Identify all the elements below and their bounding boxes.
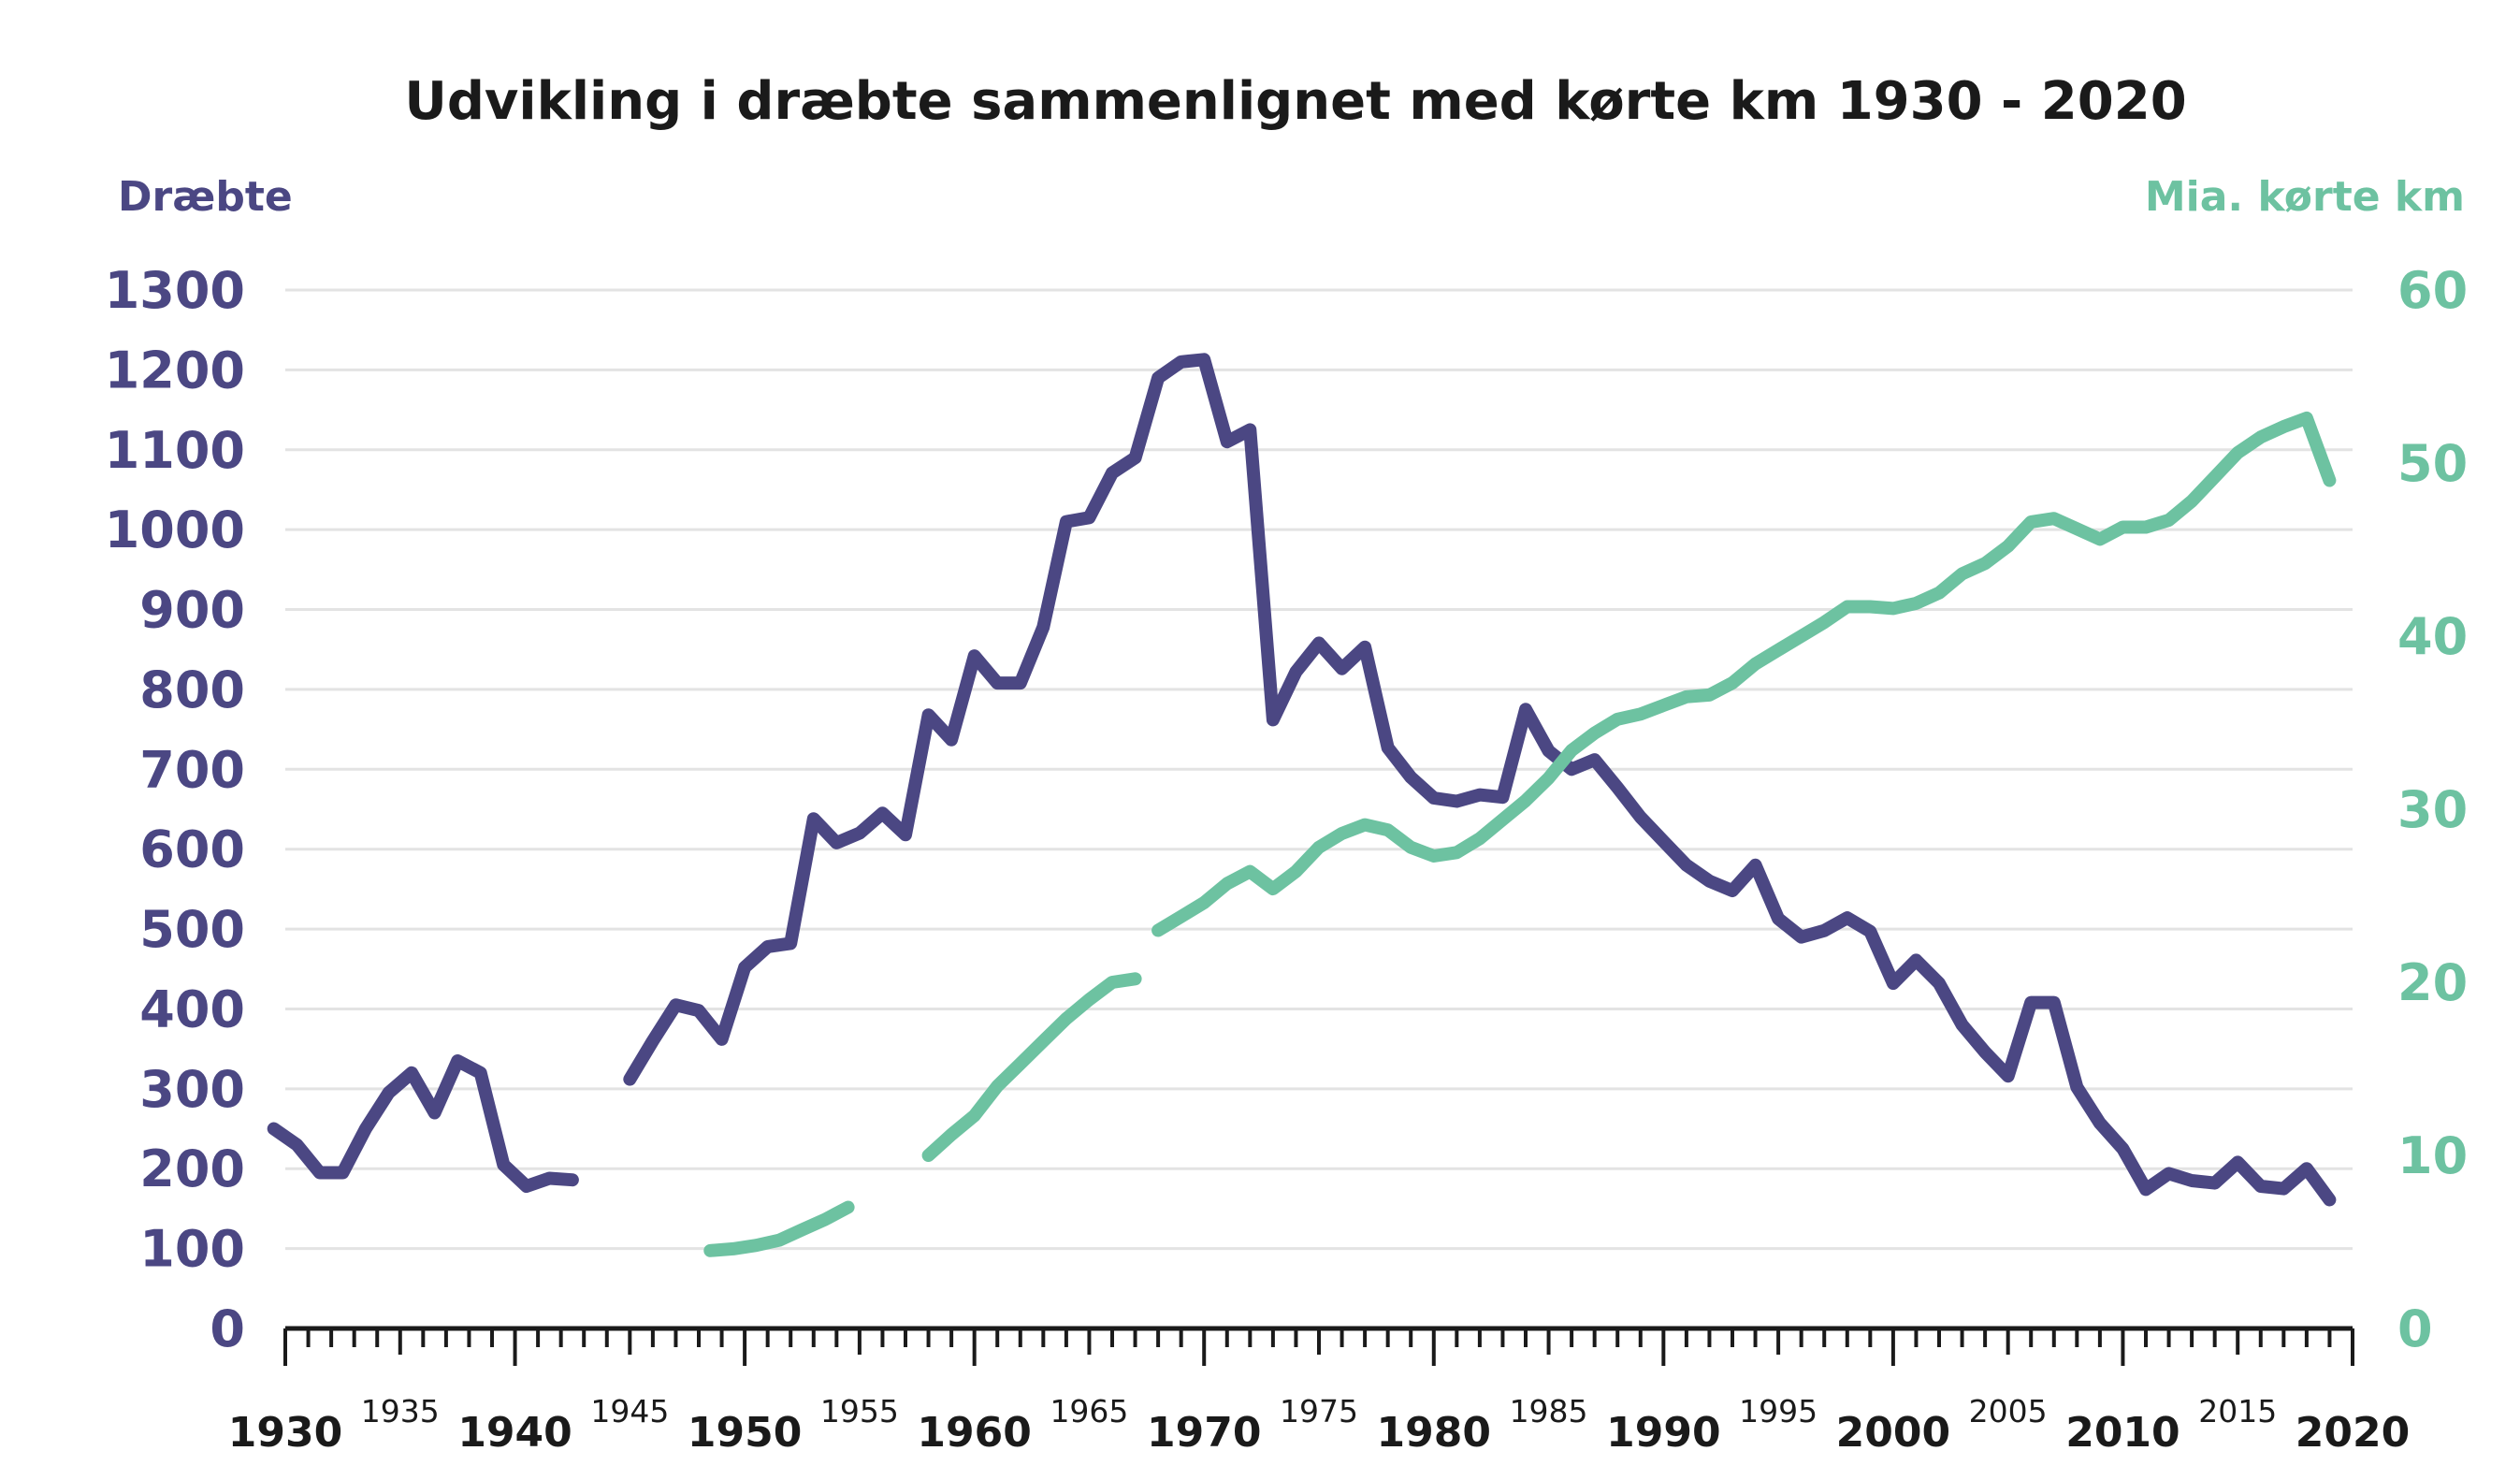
x-axis: 1930 1940 1950 1960 1970 1980 1990 2000 2010 2020… [228, 1326, 2410, 1457]
right-axis-title: Mia. kørte km [2145, 173, 2465, 221]
x-tick-label: 1970 [1147, 1409, 1261, 1457]
left-tick-label: 1100 [105, 421, 245, 480]
killed-line-segment-1 [267, 1054, 579, 1193]
left-tick-label: 400 [139, 979, 245, 1038]
gridlines [285, 288, 2353, 1251]
left-tick-label: 800 [139, 660, 245, 719]
x-tick-label: 2010 [2065, 1409, 2180, 1457]
left-tick-label: 1000 [105, 501, 245, 559]
left-tick-label: 200 [139, 1139, 245, 1198]
right-axis-ticks: 0 10 20 30 40 50 60 [2397, 261, 2468, 1358]
series-lines [267, 353, 2337, 1257]
right-tick-label: 60 [2397, 261, 2468, 320]
x-tick-label: 2000 [1836, 1409, 1950, 1457]
left-tick-label: 100 [139, 1220, 245, 1279]
right-tick-label: 20 [2397, 953, 2468, 1012]
left-tick-label: 0 [210, 1299, 245, 1358]
x-tick-label-minor: 1945 [590, 1393, 669, 1429]
km-line-segment-1 [703, 1200, 855, 1257]
x-tick-label: 1990 [1606, 1409, 1720, 1457]
right-tick-label: 50 [2397, 434, 2468, 493]
x-tick-label-minor: 1955 [820, 1393, 899, 1429]
left-axis-ticks: 0 100 200 300 400 500 600 700 800 900 1000 1100 1200… [105, 261, 245, 1358]
left-tick-label: 300 [139, 1060, 245, 1119]
x-tick-label: 1980 [1377, 1409, 1491, 1457]
left-tick-label: 500 [139, 900, 245, 959]
x-tick-label-minor: 2005 [1969, 1393, 2048, 1429]
x-tick-label-minor: 2015 [2198, 1393, 2277, 1429]
right-tick-label: 0 [2397, 1299, 2433, 1358]
km-line-segment-2 [921, 972, 1142, 1162]
right-tick-label: 40 [2397, 607, 2468, 666]
left-tick-label: 600 [139, 820, 245, 879]
x-tick-label-minor: 1995 [1739, 1393, 1818, 1429]
left-axis-title: Dræbte [118, 173, 293, 221]
x-tick-label-minor: 1975 [1280, 1393, 1358, 1429]
x-tick-label: 1960 [917, 1409, 1031, 1457]
killed-line-segment-2 [623, 353, 2337, 1207]
x-tick-label: 1930 [228, 1409, 342, 1457]
x-tick-label-minor: 1965 [1050, 1393, 1128, 1429]
left-tick-label: 1200 [105, 341, 245, 399]
right-tick-label: 10 [2397, 1126, 2468, 1185]
left-tick-label: 1300 [105, 261, 245, 320]
right-tick-label: 30 [2397, 780, 2468, 839]
chart-title: Udvikling i dræbte sammenlignet med kørt… [404, 71, 2186, 132]
x-tick-label-minor: 1935 [361, 1393, 440, 1429]
x-tick-label: 2020 [2296, 1409, 2410, 1457]
left-tick-label: 700 [139, 740, 245, 799]
x-tick-label: 1950 [688, 1409, 802, 1457]
km-line-segment-3 [1151, 411, 2337, 937]
x-tick-label: 1940 [457, 1409, 572, 1457]
left-tick-label: 900 [139, 581, 245, 640]
x-tick-label-minor: 1985 [1510, 1393, 1588, 1429]
